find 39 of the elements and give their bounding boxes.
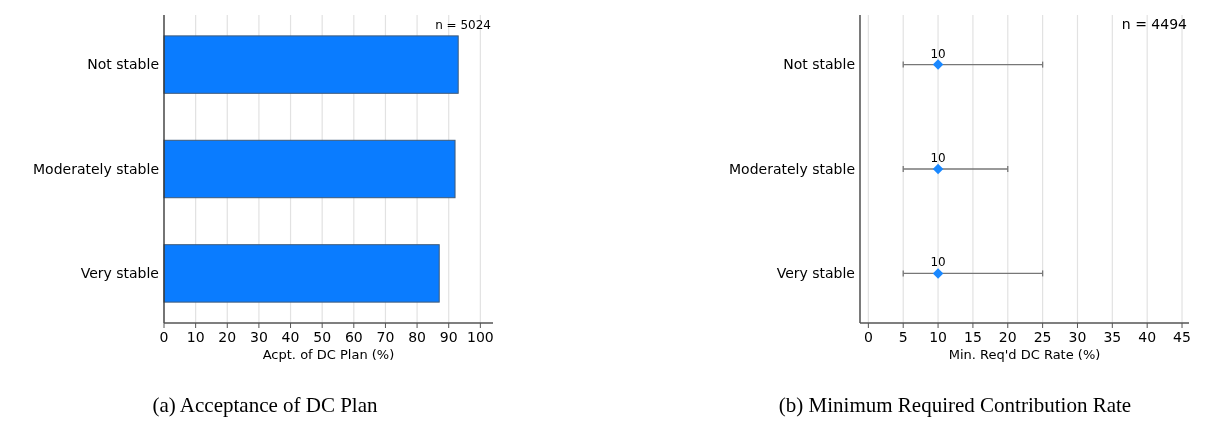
- x-tick-label: 15: [964, 329, 982, 345]
- x-tick-label: 100: [466, 329, 494, 345]
- bar: [163, 35, 459, 94]
- bar: [163, 244, 440, 303]
- x-tick-label: 70: [376, 329, 395, 345]
- x-tick-label: 90: [439, 329, 458, 345]
- x-tick-label: 0: [863, 329, 873, 345]
- data-label: 10: [930, 255, 946, 270]
- annotation: n = 4494: [1121, 16, 1188, 32]
- x-tick-label: 80: [408, 329, 426, 345]
- y-tick-label: Not stable: [87, 56, 159, 73]
- text: (a) Acceptance of DC Plan: [152, 393, 379, 417]
- x-tick-label: 30: [249, 329, 268, 345]
- annotation: n = 5024: [435, 18, 491, 32]
- x-tick-label: 45: [1173, 329, 1191, 345]
- y-tick-label: Very stable: [80, 265, 159, 282]
- x-tick-label: 40: [281, 329, 300, 345]
- x-tick-label: 35: [1103, 329, 1122, 345]
- x-tick-label: 0: [159, 329, 169, 345]
- x-tick-label: 30: [1068, 329, 1087, 345]
- x-tick-label: 50: [313, 329, 332, 345]
- y-tick-label: Not stable: [783, 56, 855, 73]
- x-tick-label: 20: [218, 329, 237, 345]
- x-tick-label: 60: [344, 329, 363, 345]
- bar: [163, 139, 456, 199]
- x-tick-label: 25: [1033, 329, 1052, 345]
- x-tick-label: 10: [929, 329, 947, 345]
- y-tick-label: Very stable: [776, 265, 855, 282]
- x-tick-label: 10: [186, 329, 205, 345]
- data-label: 10: [930, 151, 946, 165]
- y-tick-label: Moderately stable: [33, 160, 159, 177]
- y-tick-label: Moderately stable: [729, 160, 855, 177]
- x-tick-label: 40: [1138, 329, 1157, 345]
- x-tick-label: 20: [998, 329, 1017, 345]
- data-label: 10: [930, 46, 946, 61]
- x-tick-label: 5: [898, 329, 908, 345]
- x-axis-title: Min. Req'd DC Rate (%): [948, 347, 1101, 362]
- x-axis-title: Acpt. of DC Plan (%): [262, 347, 395, 362]
- text: (b) Minimum Required Contribution Rate: [778, 393, 1132, 417]
